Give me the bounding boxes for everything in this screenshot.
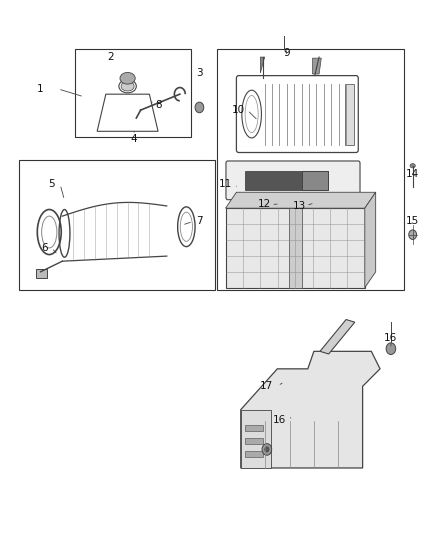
Bar xyxy=(345,84,354,144)
Polygon shape xyxy=(313,58,321,74)
Text: 11: 11 xyxy=(219,179,232,189)
Polygon shape xyxy=(226,192,376,208)
Bar xyxy=(19,160,215,290)
Text: 8: 8 xyxy=(155,100,161,110)
Ellipse shape xyxy=(386,343,396,354)
Bar xyxy=(245,438,262,444)
Text: 5: 5 xyxy=(48,179,55,189)
Text: 13: 13 xyxy=(293,200,306,211)
Ellipse shape xyxy=(273,201,278,207)
Bar xyxy=(36,269,47,278)
Ellipse shape xyxy=(270,199,281,209)
Text: 4: 4 xyxy=(131,134,138,144)
Ellipse shape xyxy=(121,82,134,91)
Polygon shape xyxy=(226,208,365,288)
Polygon shape xyxy=(241,351,380,468)
Text: 1: 1 xyxy=(37,84,44,94)
Text: 16: 16 xyxy=(273,415,286,425)
Bar xyxy=(302,171,328,190)
Polygon shape xyxy=(260,57,265,73)
Bar xyxy=(217,49,404,290)
Text: 7: 7 xyxy=(196,216,203,227)
Ellipse shape xyxy=(410,164,415,168)
Bar xyxy=(241,410,271,468)
FancyBboxPatch shape xyxy=(226,161,360,200)
Ellipse shape xyxy=(265,447,269,452)
Bar xyxy=(245,424,262,431)
Text: 3: 3 xyxy=(196,68,203,78)
Text: 2: 2 xyxy=(107,52,113,62)
Text: 14: 14 xyxy=(406,169,419,179)
Text: 12: 12 xyxy=(258,199,271,209)
Polygon shape xyxy=(320,319,355,354)
Text: 17: 17 xyxy=(260,381,273,391)
Ellipse shape xyxy=(120,72,135,84)
Text: 16: 16 xyxy=(384,333,398,343)
Polygon shape xyxy=(365,192,376,288)
Bar xyxy=(289,208,302,288)
Text: 9: 9 xyxy=(283,48,290,58)
Text: 15: 15 xyxy=(406,216,419,227)
Bar xyxy=(75,49,191,136)
Bar xyxy=(245,171,328,190)
Ellipse shape xyxy=(262,443,272,455)
Ellipse shape xyxy=(409,230,417,239)
Text: 6: 6 xyxy=(42,243,48,253)
Bar xyxy=(245,451,262,457)
Text: 10: 10 xyxy=(232,105,245,115)
Ellipse shape xyxy=(195,102,204,113)
